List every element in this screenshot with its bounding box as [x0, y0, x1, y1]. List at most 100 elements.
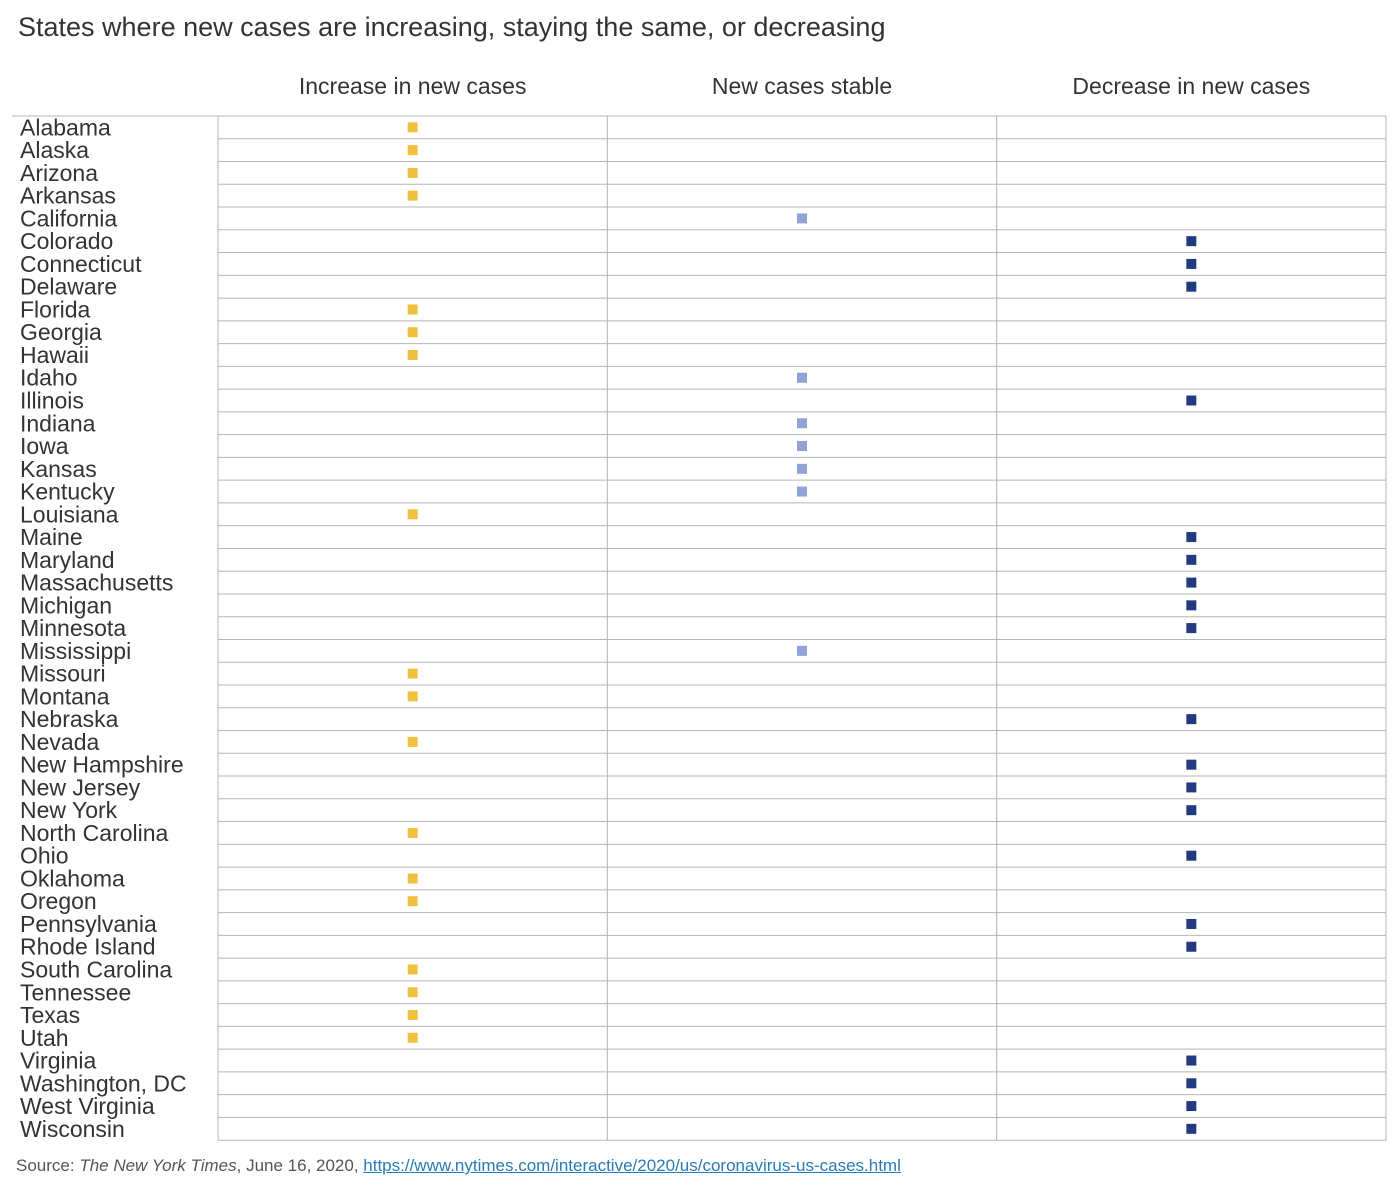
marker-stable — [797, 213, 807, 224]
state-label: Idaho — [20, 365, 78, 391]
state-label: Iowa — [20, 433, 69, 459]
marker-increase — [407, 122, 418, 133]
state-label: Georgia — [20, 319, 102, 345]
marker-decrease — [1186, 918, 1197, 929]
state-label: Delaware — [20, 274, 117, 300]
marker-stable — [797, 486, 807, 497]
state-label: North Carolina — [20, 820, 168, 846]
marker-increase — [407, 736, 418, 747]
source-link[interactable]: https://www.nytimes.com/interactive/2020… — [363, 1156, 901, 1175]
state-label: Louisiana — [20, 501, 119, 527]
state-label: Alaska — [20, 137, 89, 163]
state-label: New Hampshire — [20, 752, 184, 778]
state-label: Minnesota — [20, 615, 126, 641]
column-header-increase: Increase in new cases — [299, 73, 527, 99]
marker-decrease — [1186, 805, 1197, 816]
marker-stable — [797, 441, 807, 452]
state-label: Washington, DC — [20, 1070, 187, 1096]
column-header-decrease: Decrease in new cases — [1072, 73, 1310, 99]
state-label: Arizona — [20, 160, 98, 186]
marker-increase — [407, 964, 418, 975]
marker-increase — [407, 327, 418, 338]
state-label: Indiana — [20, 410, 96, 436]
marker-increase — [407, 167, 418, 178]
state-label: West Virginia — [20, 1093, 155, 1119]
marker-decrease — [1186, 236, 1197, 247]
chart-title: States where new cases are increasing, s… — [18, 12, 886, 42]
state-label: Montana — [20, 683, 110, 709]
state-label: Kentucky — [20, 479, 115, 505]
marker-stable — [797, 418, 807, 429]
state-label: Virginia — [20, 1048, 96, 1074]
marker-decrease — [1186, 577, 1197, 588]
marker-stable — [797, 463, 807, 474]
marker-increase — [407, 873, 418, 884]
state-label: Nebraska — [20, 706, 119, 732]
state-label: Connecticut — [20, 251, 142, 277]
marker-decrease — [1186, 532, 1197, 543]
state-label: Kansas — [20, 456, 97, 482]
state-label: South Carolina — [20, 957, 172, 983]
marker-decrease — [1186, 850, 1197, 861]
marker-increase — [407, 1032, 418, 1043]
marker-decrease — [1186, 1101, 1197, 1112]
state-label: Tennessee — [20, 979, 131, 1005]
state-label: Rhode Island — [20, 934, 156, 960]
state-label: Oregon — [20, 888, 97, 914]
state-label: Maryland — [20, 547, 115, 573]
marker-decrease — [1186, 554, 1197, 565]
marker-stable — [797, 645, 807, 656]
marker-decrease — [1186, 1078, 1197, 1089]
marker-increase — [407, 987, 418, 998]
marker-increase — [407, 304, 418, 315]
state-trend-grid: Increase in new cases New cases stable Dec… — [12, 73, 1387, 1142]
marker-increase — [407, 896, 418, 907]
state-label: Illinois — [20, 388, 84, 414]
state-label: Mississippi — [20, 638, 131, 664]
marker-increase — [407, 349, 418, 360]
marker-decrease — [1186, 941, 1197, 952]
state-label: Missouri — [20, 661, 106, 687]
state-label: Florida — [20, 296, 91, 322]
marker-increase — [407, 668, 418, 679]
marker-increase — [407, 1010, 418, 1021]
state-label: Utah — [20, 1025, 69, 1051]
state-label: Massachusetts — [20, 570, 173, 596]
marker-decrease — [1186, 1055, 1197, 1066]
state-label: New Jersey — [20, 774, 141, 800]
marker-decrease — [1186, 600, 1197, 611]
marker-decrease — [1186, 623, 1197, 634]
marker-decrease — [1186, 258, 1197, 269]
state-label: Ohio — [20, 843, 69, 869]
state-label: Maine — [20, 524, 83, 550]
marker-decrease — [1186, 1123, 1197, 1134]
marker-increase — [407, 509, 418, 520]
source-date: , June 16, 2020, — [236, 1156, 364, 1175]
state-label: Hawaii — [20, 342, 89, 368]
state-label: Arkansas — [20, 183, 116, 209]
source-publication: The New York Times — [79, 1156, 237, 1175]
state-label: Texas — [20, 1002, 80, 1028]
source-prefix: Source: — [16, 1156, 80, 1175]
state-label: Wisconsin — [20, 1116, 125, 1142]
state-label: New York — [20, 797, 118, 823]
marker-decrease — [1186, 714, 1197, 725]
state-label: Oklahoma — [20, 865, 125, 891]
marker-decrease — [1186, 782, 1197, 793]
marker-decrease — [1186, 281, 1197, 292]
marker-increase — [407, 190, 418, 201]
marker-decrease — [1186, 395, 1197, 406]
marker-decrease — [1186, 759, 1197, 770]
state-label: Michigan — [20, 592, 112, 618]
state-label: Colorado — [20, 228, 113, 254]
state-label: Pennsylvania — [20, 911, 157, 937]
marker-increase — [407, 827, 418, 838]
marker-stable — [797, 372, 807, 383]
state-label: Alabama — [20, 114, 111, 140]
marker-increase — [407, 691, 418, 702]
state-label: California — [20, 205, 117, 231]
state-label: Nevada — [20, 729, 99, 755]
marker-increase — [407, 145, 418, 156]
column-header-stable: New cases stable — [712, 73, 892, 99]
source-note: Source: The New York Times, June 16, 202… — [16, 1156, 901, 1176]
